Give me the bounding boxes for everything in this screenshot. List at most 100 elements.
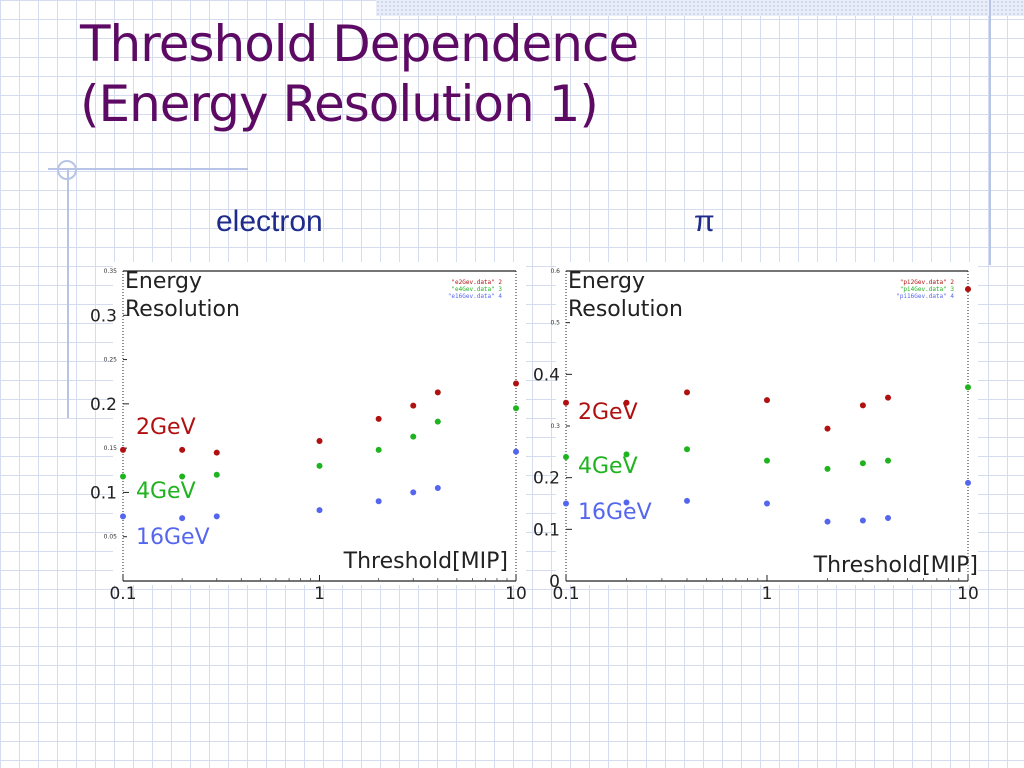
data-point — [684, 497, 691, 504]
y-minor-tick-label: 0.6 — [550, 268, 560, 275]
series-label: 2GeV — [578, 400, 638, 425]
series-2GeV — [120, 380, 519, 456]
data-point — [824, 518, 831, 525]
series-label: 4GeV — [578, 454, 638, 479]
y-minor-tick-label: 0.05 — [104, 534, 118, 541]
data-point — [213, 449, 220, 456]
data-point — [885, 457, 892, 464]
data-point — [410, 489, 417, 496]
decorative-line-horizontal — [48, 168, 248, 170]
data-point — [375, 446, 382, 453]
y-tick-label: 0.1 — [533, 520, 560, 540]
data-point — [434, 418, 441, 425]
data-point — [410, 402, 417, 409]
series-16GeV — [563, 479, 971, 525]
series-4GeV — [120, 405, 519, 480]
data-point — [434, 485, 441, 491]
legend-entry: "e16Gev.data" 4 — [448, 293, 503, 300]
series-16GeV — [120, 448, 519, 522]
data-point — [623, 399, 630, 406]
x-tick-label: 0.1 — [552, 584, 579, 602]
data-point — [410, 433, 417, 440]
data-point — [824, 425, 831, 432]
data-point — [120, 513, 126, 520]
y-tick-label: 0.2 — [533, 469, 560, 489]
data-point — [316, 507, 323, 514]
data-point — [375, 415, 382, 422]
data-point — [513, 448, 519, 455]
data-point — [965, 384, 971, 391]
data-point — [213, 513, 220, 520]
series-2GeV — [563, 286, 971, 432]
series-4GeV — [563, 384, 971, 472]
plot-area — [113, 262, 526, 585]
y-axis-label-line: Energy — [125, 269, 202, 294]
panel-label-pi: π — [694, 205, 715, 238]
data-point — [434, 389, 441, 396]
data-point — [684, 446, 691, 453]
legend-entry: "pi16Gev.data" 4 — [896, 293, 954, 300]
data-point — [623, 451, 630, 458]
x-tick-label: 10 — [957, 584, 979, 602]
data-point — [859, 460, 866, 467]
y-axis-label-line: Energy — [568, 269, 645, 294]
data-point — [563, 399, 569, 406]
y-minor-tick-label: 0.3 — [550, 423, 560, 430]
data-point — [965, 479, 971, 486]
title-line-2: (Energy Resolution 1) — [80, 75, 599, 133]
data-point — [513, 380, 519, 387]
data-point — [885, 394, 892, 401]
y-axis-label-line: Resolution — [568, 297, 683, 322]
y-tick-label: 0.4 — [533, 365, 560, 385]
legend-entry: "e2Gev.data" 2 — [451, 279, 502, 286]
data-point — [513, 405, 519, 412]
y-axis-label-line: Resolution — [125, 297, 240, 322]
y-tick-label: 0.2 — [90, 395, 117, 415]
y-minor-tick-label: 0.25 — [104, 357, 118, 364]
data-point — [563, 454, 569, 460]
x-tick-label: 1 — [762, 584, 773, 602]
y-tick-label: 0.3 — [90, 306, 117, 326]
data-point — [179, 515, 186, 522]
data-point — [824, 465, 831, 472]
slide-title: Threshold Dependence (Energy Resolution … — [80, 14, 639, 134]
legend-entry: "pi4Gev.data" 3 — [900, 286, 955, 293]
data-point — [859, 517, 866, 524]
decorative-line-left — [67, 168, 69, 418]
data-point — [375, 498, 382, 505]
title-line-1: Threshold Dependence — [80, 15, 639, 73]
data-point — [563, 500, 569, 507]
series-label: 4GeV — [136, 479, 196, 504]
data-point — [179, 446, 186, 453]
data-point — [764, 500, 770, 507]
data-point — [120, 473, 126, 480]
y-minor-tick-label: 0.15 — [104, 445, 118, 452]
y-tick-label: 0 — [549, 572, 560, 592]
data-point — [623, 499, 630, 506]
legend-entry: "pi2Gev.data" 2 — [900, 279, 955, 286]
data-point — [885, 514, 892, 521]
data-point — [684, 389, 691, 396]
data-point — [179, 473, 186, 480]
data-point — [120, 446, 126, 453]
series-label: 16GeV — [578, 500, 652, 525]
data-point — [764, 457, 770, 464]
series-label: 2GeV — [136, 415, 196, 440]
data-point — [764, 397, 770, 404]
chart-electron: 0.1 1 10 0.1 0.2 0.3 0.05 0.15 0.25 0.35 Energy Res… — [90, 262, 527, 602]
x-axis-label: Threshold[MIP] — [343, 549, 508, 574]
data-point — [316, 462, 323, 469]
series-label: 16GeV — [136, 525, 210, 550]
panel-label-electron: electron — [216, 205, 323, 238]
plot-area — [556, 262, 978, 585]
data-point — [965, 286, 971, 293]
x-tick-label: 10 — [505, 584, 527, 602]
top-decorative-band — [376, 0, 1024, 16]
decorative-line-right — [989, 0, 991, 265]
decorative-circle — [57, 160, 77, 180]
legend-entry: "e4Gev.data" 3 — [451, 286, 502, 293]
x-tick-label: 0.1 — [109, 584, 136, 602]
data-point — [316, 438, 323, 445]
y-tick-label: 0.1 — [90, 483, 117, 503]
